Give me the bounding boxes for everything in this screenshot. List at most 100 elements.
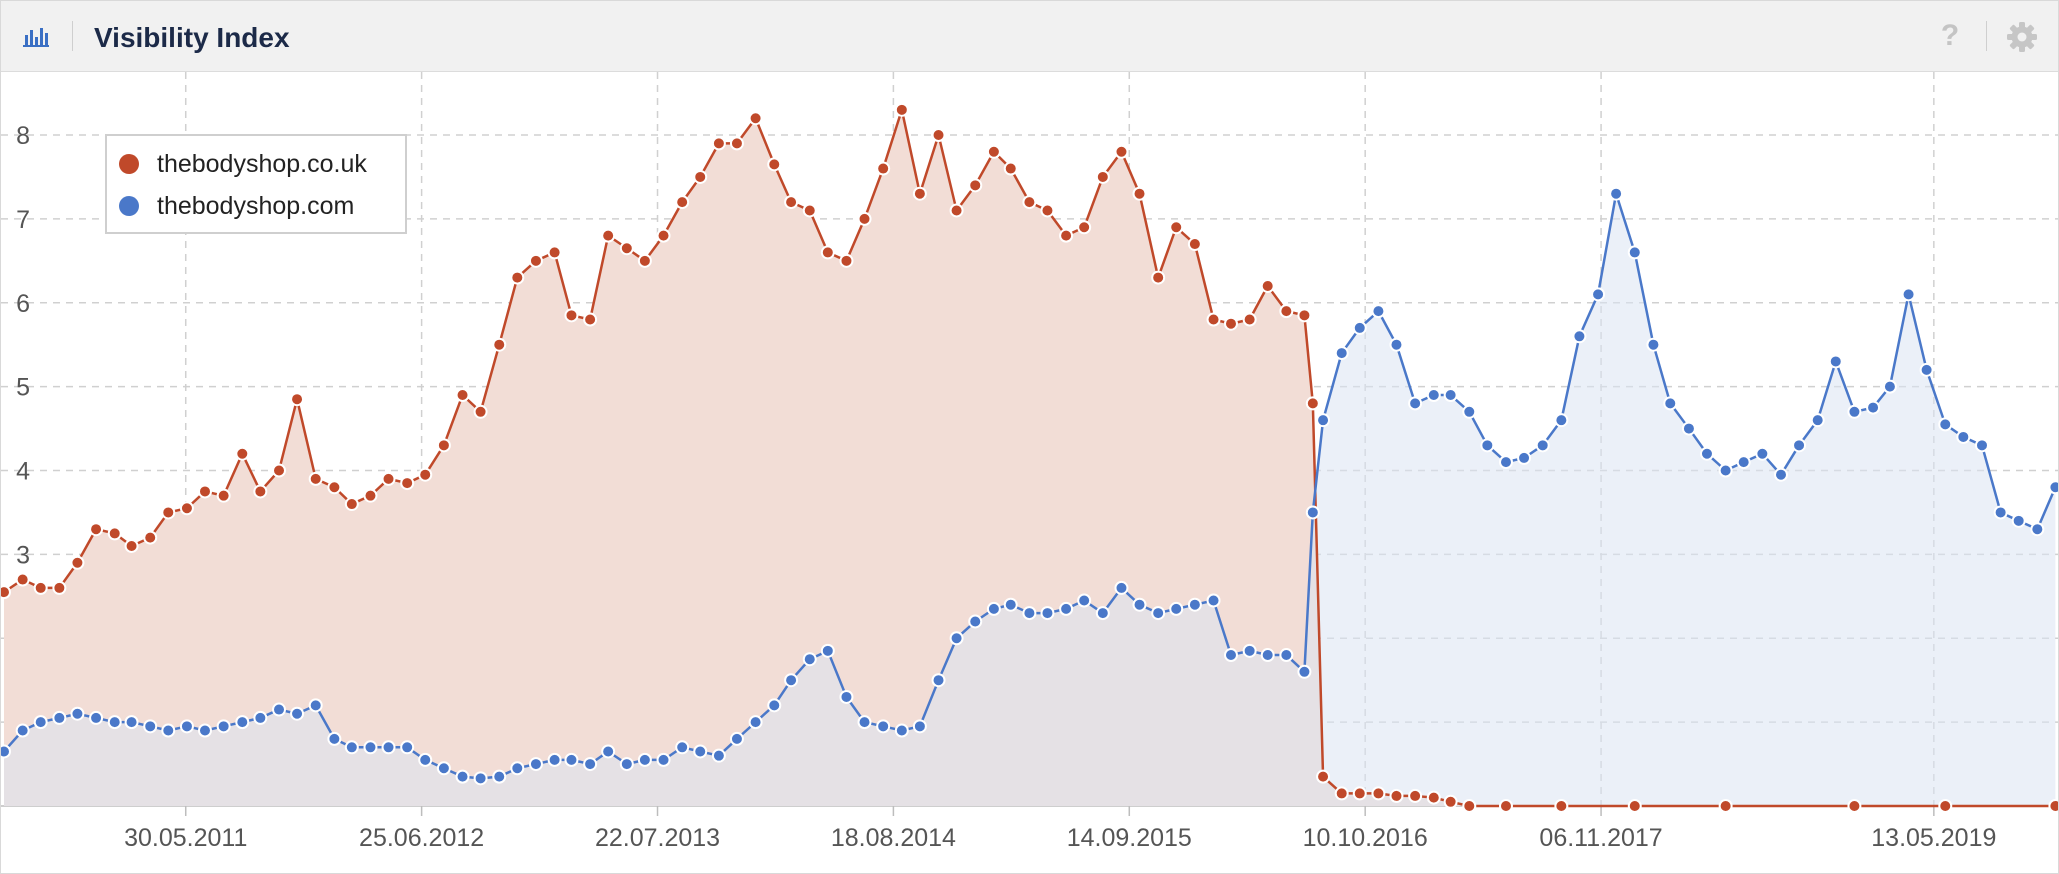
data-point-uk[interactable]: [1132, 186, 1147, 201]
data-point-com[interactable]: [637, 752, 652, 767]
data-point-com[interactable]: [107, 715, 122, 730]
data-point-uk[interactable]: [1169, 220, 1184, 235]
data-point-com[interactable]: [1187, 597, 1202, 612]
data-point-uk[interactable]: [949, 203, 964, 218]
data-point-com[interactable]: [693, 744, 708, 759]
data-point-com[interactable]: [33, 715, 48, 730]
data-point-uk[interactable]: [1059, 228, 1074, 243]
data-point-com[interactable]: [1297, 664, 1312, 679]
data-point-uk[interactable]: [455, 388, 470, 403]
data-point-com[interactable]: [1223, 648, 1238, 663]
data-point-com[interactable]: [1498, 455, 1513, 470]
data-point-com[interactable]: [418, 752, 433, 767]
data-point-com[interactable]: [839, 689, 854, 704]
data-point-com[interactable]: [1206, 593, 1221, 608]
data-point-uk[interactable]: [1022, 195, 1037, 210]
data-point-uk[interactable]: [197, 484, 212, 499]
data-point-uk[interactable]: [2048, 799, 2058, 813]
data-point-uk[interactable]: [637, 253, 652, 268]
data-point-com[interactable]: [619, 757, 634, 772]
data-point-com[interactable]: [1828, 354, 1843, 369]
data-point-uk[interactable]: [1223, 316, 1238, 331]
data-point-com[interactable]: [253, 710, 268, 725]
data-point-com[interactable]: [1993, 505, 2008, 520]
data-point-com[interactable]: [931, 673, 946, 688]
data-point-uk[interactable]: [436, 438, 451, 453]
data-point-uk[interactable]: [1389, 788, 1404, 803]
data-point-uk[interactable]: [1114, 144, 1129, 159]
data-point-uk[interactable]: [235, 446, 250, 461]
data-point-com[interactable]: [381, 740, 396, 755]
data-point-uk[interactable]: [857, 211, 872, 226]
data-point-uk[interactable]: [216, 488, 231, 503]
data-point-com[interactable]: [473, 771, 488, 786]
data-point-uk[interactable]: [1352, 786, 1367, 801]
data-point-uk[interactable]: [1462, 799, 1477, 813]
data-point-com[interactable]: [1919, 362, 1934, 377]
data-point-com[interactable]: [290, 706, 305, 721]
data-point-com[interactable]: [1882, 379, 1897, 394]
data-point-uk[interactable]: [1297, 308, 1312, 323]
data-point-com[interactable]: [1132, 597, 1147, 612]
data-point-uk[interactable]: [528, 253, 543, 268]
data-point-com[interactable]: [583, 757, 598, 772]
data-point-com[interactable]: [344, 740, 359, 755]
data-point-uk[interactable]: [729, 136, 744, 151]
data-point-uk[interactable]: [656, 228, 671, 243]
data-point-uk[interactable]: [1627, 799, 1642, 813]
data-point-uk[interactable]: [473, 404, 488, 419]
data-point-com[interactable]: [235, 715, 250, 730]
data-point-uk[interactable]: [107, 526, 122, 541]
data-point-com[interactable]: [1718, 463, 1733, 478]
data-point-uk[interactable]: [510, 270, 525, 285]
data-point-uk[interactable]: [143, 530, 158, 545]
data-point-uk[interactable]: [748, 111, 763, 126]
data-point-com[interactable]: [656, 752, 671, 767]
data-point-uk[interactable]: [839, 253, 854, 268]
data-point-uk[interactable]: [711, 136, 726, 151]
data-point-com[interactable]: [729, 731, 744, 746]
help-button[interactable]: ?: [1940, 19, 1960, 52]
data-point-uk[interactable]: [968, 178, 983, 193]
data-point-com[interactable]: [1663, 396, 1678, 411]
data-point-com[interactable]: [197, 723, 212, 738]
data-point-uk[interactable]: [547, 245, 562, 260]
data-point-uk[interactable]: [564, 308, 579, 323]
data-point-uk[interactable]: [1718, 799, 1733, 813]
bar-chart-icon[interactable]: [22, 26, 50, 48]
data-point-com[interactable]: [1646, 337, 1661, 352]
data-point-com[interactable]: [1352, 320, 1367, 335]
data-point-com[interactable]: [1040, 606, 1055, 621]
data-point-uk[interactable]: [1938, 799, 1953, 813]
data-point-com[interactable]: [675, 740, 690, 755]
data-point-uk[interactable]: [1095, 169, 1110, 184]
data-point-com[interactable]: [70, 706, 85, 721]
data-point-com[interactable]: [1426, 388, 1441, 403]
data-point-uk[interactable]: [1371, 786, 1386, 801]
data-point-uk[interactable]: [1187, 237, 1202, 252]
data-point-com[interactable]: [1462, 404, 1477, 419]
data-point-uk[interactable]: [1305, 396, 1320, 411]
data-point-uk[interactable]: [1242, 312, 1257, 327]
data-point-uk[interactable]: [1847, 799, 1862, 813]
data-point-com[interactable]: [1408, 396, 1423, 411]
gear-icon[interactable]: [2006, 21, 2038, 53]
data-point-com[interactable]: [912, 719, 927, 734]
data-point-com[interactable]: [15, 723, 30, 738]
data-point-uk[interactable]: [619, 241, 634, 256]
data-point-uk[interactable]: [161, 505, 176, 520]
data-point-uk[interactable]: [308, 471, 323, 486]
data-point-com[interactable]: [1334, 346, 1349, 361]
data-point-com[interactable]: [564, 752, 579, 767]
data-point-uk[interactable]: [272, 463, 287, 478]
data-point-com[interactable]: [1847, 404, 1862, 419]
data-point-com[interactable]: [1535, 438, 1550, 453]
data-point-com[interactable]: [1736, 455, 1751, 470]
data-point-com[interactable]: [1956, 429, 1971, 444]
data-point-com[interactable]: [363, 740, 378, 755]
data-point-uk[interactable]: [1426, 790, 1441, 805]
data-point-uk[interactable]: [1151, 270, 1166, 285]
data-point-uk[interactable]: [52, 580, 67, 595]
data-point-com[interactable]: [1077, 593, 1092, 608]
data-point-com[interactable]: [1792, 438, 1807, 453]
